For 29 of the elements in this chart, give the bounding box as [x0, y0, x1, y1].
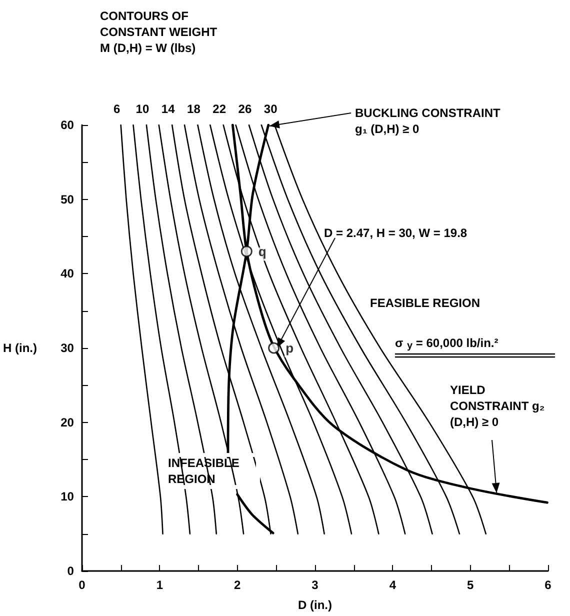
x-tick-label: 6 — [544, 578, 552, 592]
y-tick-label: 40 — [60, 266, 74, 281]
text: CONTOURS OF CONSTANT WEIGHT M (D,H) = W (lbs) — [100, 9, 220, 55]
x-tick-label: 4 — [389, 578, 396, 592]
x-axis-title: D (in.) — [298, 598, 332, 612]
series-label: 30 — [264, 102, 278, 116]
series-label: 6 — [113, 102, 120, 116]
y-tick-label: 10 — [60, 490, 74, 504]
y-tick-label: 60 — [60, 118, 74, 132]
annotation: BUCKLING CONSTRAINT g₁ (D,H) ≥ 0 — [355, 106, 504, 136]
y-tick-label: 50 — [60, 192, 74, 206]
y-tick-label: 0 — [67, 564, 74, 578]
annotation: YIELD CONSTRAINT g₂ (D,H) ≥ 0 — [450, 383, 548, 429]
x-tick-label: 5 — [466, 578, 474, 592]
data-label: p — [286, 340, 294, 356]
annotation: D = 2.47, H = 30, W = 19.8 — [324, 226, 468, 240]
series-label: 14 — [161, 102, 176, 116]
x-tick-label: 1 — [156, 578, 164, 592]
y-axis-title: H (in.) — [2, 341, 37, 355]
series-label: 22 — [212, 102, 226, 116]
series-label: 26 — [238, 102, 252, 116]
x-tick-label: 2 — [234, 578, 241, 592]
series-label: 10 — [136, 102, 150, 116]
x-tick-label: 0 — [78, 578, 86, 592]
x-tick-label: 3 — [312, 578, 319, 592]
annotation: FEASIBLE REGION — [370, 296, 480, 310]
y-tick-label: 20 — [60, 415, 74, 430]
y-tick-label: 30 — [60, 341, 74, 355]
series-label: 18 — [187, 102, 201, 116]
